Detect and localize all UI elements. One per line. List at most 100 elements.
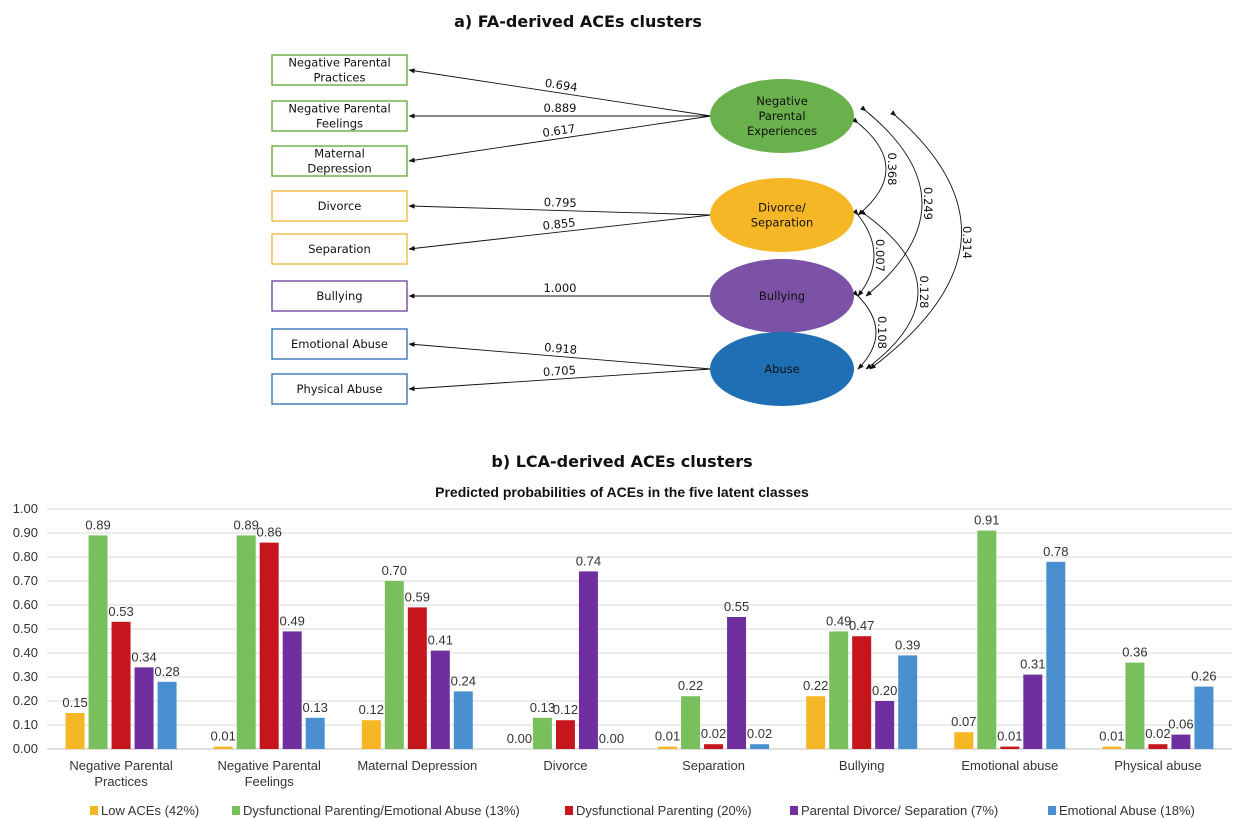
- data-label: 0.34: [131, 649, 156, 664]
- bar: [213, 746, 233, 749]
- correlation-label: 0.314: [960, 226, 974, 259]
- data-label: 0.26: [1191, 669, 1216, 684]
- data-label: 0.49: [826, 613, 851, 628]
- loading-arrow: [408, 368, 712, 392]
- factor-label: Abuse: [764, 362, 800, 376]
- legend-label: Low ACEs (42%): [101, 803, 199, 818]
- indicator-label: Feelings: [316, 117, 363, 131]
- correlation-arc: [852, 117, 887, 216]
- y-tick-label: 0.70: [13, 573, 38, 588]
- lca-bar-chart: b) LCA-derived ACEs clusters Predicted p…: [13, 452, 1232, 818]
- data-label: 0.13: [530, 700, 555, 715]
- factor-ellipse: [710, 332, 854, 406]
- legend-swatch: [1048, 806, 1056, 815]
- indicator-box: [271, 100, 408, 132]
- x-tick-label: Negative Parental: [69, 758, 172, 773]
- indicator-box: [271, 328, 408, 360]
- loading-label: 0.889: [544, 101, 577, 115]
- bar: [1046, 561, 1066, 749]
- data-label: 0.13: [303, 700, 328, 715]
- indicator-box: [271, 190, 408, 222]
- correlation-arc: [859, 209, 919, 370]
- data-label: 0.89: [85, 517, 110, 532]
- y-tick-label: 0.10: [13, 717, 38, 732]
- x-tick-label: Negative Parental: [218, 758, 321, 773]
- y-tick-label: 0.00: [13, 741, 38, 756]
- bar: [305, 717, 325, 749]
- indicator-box: [271, 233, 408, 265]
- data-label: 0.12: [553, 702, 578, 717]
- bar: [453, 691, 473, 749]
- fa-title: a) FA-derived ACEs clusters: [454, 12, 702, 31]
- bar: [65, 713, 85, 749]
- data-label: 0.12: [359, 702, 384, 717]
- loading-label: 0.705: [543, 363, 577, 379]
- bar: [750, 744, 770, 749]
- bar: [1148, 744, 1168, 749]
- bar: [1023, 674, 1043, 749]
- x-tick-label: Practices: [94, 774, 148, 789]
- data-label: 0.55: [724, 599, 749, 614]
- indicator-label: Practices: [314, 71, 366, 85]
- bar: [704, 744, 724, 749]
- data-label: 0.31: [1020, 657, 1045, 672]
- bar: [430, 650, 450, 749]
- factor-ellipse: [710, 79, 854, 153]
- data-label: 0.06: [1168, 717, 1193, 732]
- bar: [88, 535, 108, 749]
- x-tick-label: Physical abuse: [1114, 758, 1201, 773]
- bar: [977, 530, 997, 749]
- y-tick-label: 0.50: [13, 621, 38, 636]
- legend-label: Dysfunctional Parenting (20%): [576, 803, 752, 818]
- factor-label: Negative: [756, 94, 808, 108]
- data-label: 0.02: [701, 726, 726, 741]
- bar: [134, 667, 154, 749]
- data-label: 0.41: [428, 633, 453, 648]
- data-label: 0.00: [507, 731, 532, 746]
- legend-swatch: [232, 806, 240, 815]
- indicator-label: Negative Parental: [288, 56, 390, 70]
- data-label: 0.20: [872, 683, 897, 698]
- factor-label: Separation: [751, 216, 814, 230]
- bar: [532, 717, 552, 749]
- data-label: 0.28: [154, 664, 179, 679]
- legend-label: Dysfunctional Parenting/Emotional Abuse …: [243, 803, 520, 818]
- y-tick-label: 0.80: [13, 549, 38, 564]
- loading-label: 1.000: [544, 281, 577, 295]
- data-label: 0.02: [747, 726, 772, 741]
- correlation-label: 0.249: [921, 187, 935, 220]
- data-label: 0.22: [678, 678, 703, 693]
- indicator-box: [271, 54, 408, 86]
- y-tick-label: 0.40: [13, 645, 38, 660]
- bar: [555, 720, 575, 749]
- bar: [407, 607, 427, 749]
- correlation-label: 0.128: [917, 276, 931, 309]
- bar: [1102, 746, 1122, 749]
- lca-title: b) LCA-derived ACEs clusters: [491, 452, 752, 471]
- factor-label: Divorce/: [758, 201, 806, 215]
- bar: [1171, 734, 1191, 749]
- bar: [111, 621, 131, 749]
- x-tick-label: Separation: [682, 758, 745, 773]
- factor-label: Bullying: [759, 289, 805, 303]
- x-tick-label: Feelings: [245, 774, 295, 789]
- bar: [259, 542, 279, 749]
- loading-label: 0.855: [542, 215, 576, 233]
- y-tick-label: 0.60: [13, 597, 38, 612]
- data-label: 0.70: [382, 563, 407, 578]
- loading-arrow: [408, 203, 712, 216]
- indicator-label: Maternal: [314, 147, 365, 161]
- bar: [658, 746, 678, 749]
- x-tick-label: Bullying: [839, 758, 885, 773]
- chart-title: Predicted probabilities of ACEs in the f…: [435, 484, 809, 500]
- y-tick-label: 0.30: [13, 669, 38, 684]
- bar: [384, 581, 404, 749]
- data-label: 0.01: [211, 729, 236, 744]
- data-label: 0.39: [895, 637, 920, 652]
- fa-path-diagram: a) FA-derived ACEs clusters 0.694 0.889 0.…: [271, 12, 974, 406]
- bar: [875, 701, 895, 749]
- bar: [727, 617, 747, 749]
- legend-swatch: [790, 806, 798, 815]
- data-label: 0.22: [803, 678, 828, 693]
- x-tick-label: Emotional abuse: [961, 758, 1058, 773]
